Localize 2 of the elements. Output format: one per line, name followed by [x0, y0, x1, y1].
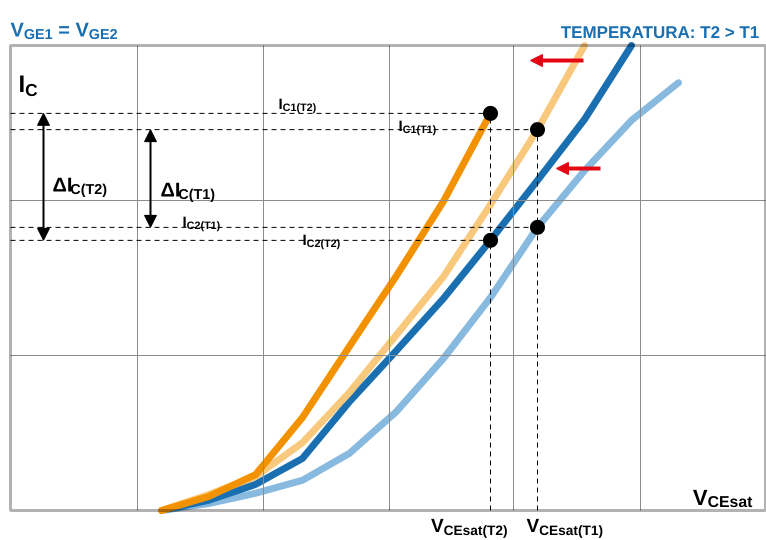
chart-subtitle: TEMPERATURA: T2 > T1: [560, 23, 760, 42]
x-axis-title: VCEsat: [692, 485, 754, 511]
